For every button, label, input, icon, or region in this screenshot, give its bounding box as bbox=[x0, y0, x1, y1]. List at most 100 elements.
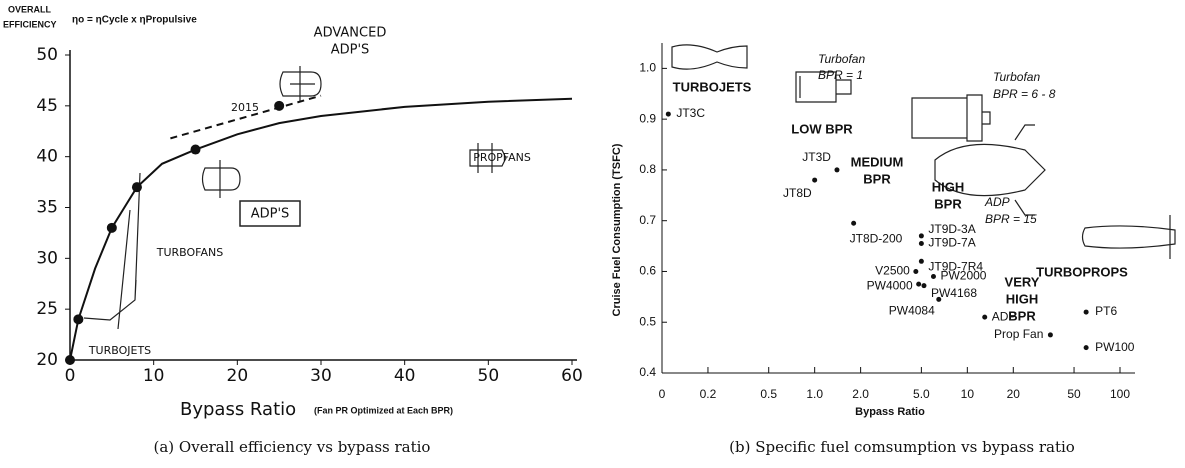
x-tick-label: 20 bbox=[227, 366, 249, 386]
x-tick-label: 1.0 bbox=[806, 387, 823, 401]
y-tick-label: 50 bbox=[36, 45, 58, 65]
point-label: JT9D-7A bbox=[928, 236, 975, 250]
point bbox=[274, 100, 285, 111]
x-tick-label: 10 bbox=[143, 366, 165, 386]
x-tick-label: 0.2 bbox=[700, 387, 717, 401]
x-tick-label: 20 bbox=[1007, 387, 1021, 401]
point bbox=[131, 182, 142, 193]
formula: ηo = ηCycle x ηPropulsive bbox=[72, 15, 197, 26]
turbofan-arrows bbox=[83, 172, 141, 330]
point bbox=[834, 167, 840, 173]
x-label-note: (Fan PR Optimized at Each BPR) bbox=[314, 405, 453, 415]
x-tick-label: 40 bbox=[394, 366, 416, 386]
annotation: MEDIUM bbox=[851, 154, 904, 169]
point bbox=[918, 233, 924, 239]
x-tick-label: 0 bbox=[65, 366, 76, 386]
x-tick-label: 50 bbox=[478, 366, 500, 386]
point-label: PT6 bbox=[1095, 304, 1117, 318]
y-tick-label: 30 bbox=[36, 248, 58, 268]
point bbox=[665, 111, 671, 117]
annotation: VERY bbox=[1005, 274, 1040, 289]
engine-icons bbox=[201, 44, 1176, 259]
point bbox=[1047, 332, 1053, 338]
point-label: JT3D bbox=[802, 150, 831, 164]
point bbox=[921, 283, 927, 289]
point-label: JT9D-7R4 bbox=[928, 259, 983, 273]
point bbox=[106, 222, 117, 233]
point bbox=[812, 177, 818, 183]
x-tick-label: 10 bbox=[961, 387, 975, 401]
curve bbox=[170, 94, 322, 140]
point bbox=[73, 314, 84, 325]
x-tick-label: 2.0 bbox=[852, 387, 869, 401]
point bbox=[1083, 309, 1089, 315]
point bbox=[913, 268, 919, 274]
point-label: PW4000 bbox=[867, 278, 913, 292]
y-tick-label: 0.9 bbox=[639, 111, 656, 125]
annotation: PROPFANS bbox=[473, 151, 531, 164]
x-tick-label: 30 bbox=[310, 366, 332, 386]
annotation: ADP'S bbox=[331, 43, 370, 58]
y-tick-label: 0.8 bbox=[639, 162, 656, 176]
point bbox=[1083, 345, 1089, 351]
point bbox=[936, 296, 942, 302]
y-label: OVERALL bbox=[8, 4, 52, 14]
point-label: JT3C bbox=[676, 106, 705, 120]
annotation: Turbofan bbox=[818, 52, 865, 66]
x-tick-label: 60 bbox=[561, 366, 583, 386]
point-label: PW2000 bbox=[940, 269, 986, 283]
point-label: Prop Fan bbox=[994, 327, 1043, 341]
caption: (a) Overall efficiency vs bypass ratio bbox=[154, 438, 431, 456]
adps-box bbox=[239, 200, 301, 227]
annotation: LOW BPR bbox=[791, 121, 853, 136]
annotation: TURBOPROPS bbox=[1036, 264, 1128, 279]
x-label: Bypass Ratio bbox=[180, 399, 296, 420]
point bbox=[918, 258, 924, 264]
annotation: TURBOFANS bbox=[156, 246, 223, 259]
annotation: BPR bbox=[1008, 308, 1036, 323]
annotation: HIGH bbox=[1006, 291, 1039, 306]
y-tick-label: 35 bbox=[36, 198, 58, 218]
point bbox=[190, 144, 201, 155]
point bbox=[930, 274, 936, 280]
y-tick-label: 25 bbox=[36, 299, 58, 319]
annotation: BPR bbox=[863, 171, 891, 186]
annotation: Turbofan bbox=[993, 70, 1040, 84]
annotation: TURBOJETS bbox=[88, 344, 151, 357]
point-label: ADP bbox=[992, 309, 1017, 323]
caption: (b) Specific fuel comsumption vs bypass … bbox=[729, 438, 1075, 456]
point bbox=[65, 355, 75, 365]
x-tick-label: 0.5 bbox=[760, 387, 777, 401]
y-tick-label: 20 bbox=[36, 350, 58, 370]
x-label: Bypass Ratio bbox=[855, 406, 925, 418]
annotation: ADP bbox=[984, 195, 1010, 209]
point-label: JT8D bbox=[783, 186, 812, 200]
annotation: BPR = 1 bbox=[818, 68, 863, 82]
y-tick-label: 45 bbox=[36, 96, 58, 116]
annotation: ADVANCED bbox=[314, 26, 387, 41]
point-label: JT8D-200 bbox=[850, 231, 903, 245]
y-label: Cruise Fuel Consumption (TSFC) bbox=[611, 143, 623, 316]
y-tick-label: 0.4 bbox=[639, 365, 656, 379]
point-label: PW4084 bbox=[889, 304, 935, 318]
point-label: PW100 bbox=[1095, 340, 1135, 354]
y-tick-label: 0.7 bbox=[639, 213, 656, 227]
annotation: BPR = 15 bbox=[985, 212, 1037, 226]
x-tick-label: 100 bbox=[1110, 387, 1130, 401]
point-label: JT9D-3A bbox=[928, 222, 975, 236]
x-tick-label: 50 bbox=[1067, 387, 1081, 401]
point bbox=[916, 281, 922, 287]
y-tick-label: 0.5 bbox=[639, 314, 656, 328]
annotation: TURBOJETS bbox=[673, 79, 752, 94]
y-tick-label: 1.0 bbox=[639, 61, 656, 75]
y-label: EFFICIENCY bbox=[3, 19, 57, 29]
x-tick-label: 5.0 bbox=[913, 387, 930, 401]
point-label: V2500 bbox=[875, 264, 910, 278]
y-tick-label: 40 bbox=[36, 147, 58, 167]
annotation: ADP'S bbox=[251, 207, 290, 222]
point bbox=[982, 314, 988, 320]
point bbox=[851, 220, 857, 226]
curve bbox=[69, 97, 573, 361]
point bbox=[918, 241, 924, 247]
